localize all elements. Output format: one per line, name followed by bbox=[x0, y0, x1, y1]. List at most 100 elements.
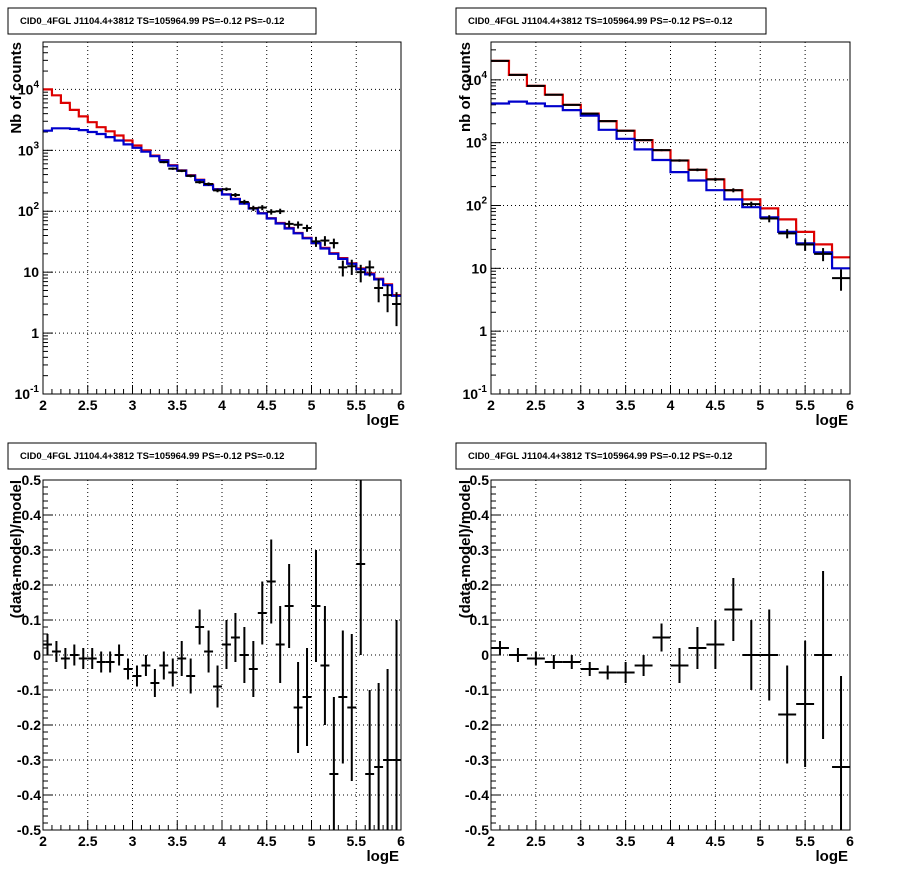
data-point bbox=[796, 641, 815, 767]
data-point bbox=[284, 564, 294, 648]
x-tick-label: 4.5 bbox=[706, 833, 726, 849]
plot-background bbox=[43, 480, 401, 830]
chart-title: CID0_4FGL J1104.4+3812 TS=105964.99 PS=-… bbox=[20, 16, 284, 27]
x-tick-label: 3.5 bbox=[616, 397, 636, 413]
data-point bbox=[311, 550, 321, 662]
plot-area: 2 2.5 3 3.5 4 4.5 5 5.5 6 10-1 1 10 102 103 104 logE nb … bbox=[457, 41, 854, 429]
data-point bbox=[248, 641, 258, 697]
model-source-line bbox=[43, 127, 401, 297]
data-point bbox=[204, 630, 214, 673]
x-tick-label: 4 bbox=[218, 397, 226, 413]
data-point bbox=[105, 651, 115, 673]
data-point bbox=[43, 634, 52, 655]
y-tick-label: 102 bbox=[18, 201, 40, 219]
data-point bbox=[526, 651, 545, 666]
data-point bbox=[132, 665, 142, 687]
data-point bbox=[186, 658, 196, 694]
data-point bbox=[760, 609, 779, 701]
y-tick-label: 0 bbox=[33, 647, 41, 663]
x-tick-label: 4.5 bbox=[257, 397, 277, 413]
title-box bbox=[7, 442, 317, 470]
data-point bbox=[356, 264, 366, 283]
panel-top-left: CID0_4FGL J1104.4+3812 TS=105964.99 PS=-… bbox=[7, 7, 405, 429]
x-tick-label: 4 bbox=[667, 833, 675, 849]
x-axis-label: logE bbox=[367, 412, 400, 429]
data-point bbox=[616, 129, 635, 132]
data-point bbox=[329, 238, 339, 249]
y-tick-label: 10-1 bbox=[15, 384, 40, 402]
data-point bbox=[562, 655, 581, 669]
data-point bbox=[204, 182, 214, 186]
x-tick-label: 2 bbox=[39, 833, 47, 849]
data-point bbox=[814, 571, 833, 739]
y-tick-label: 10 bbox=[471, 260, 487, 276]
data-point bbox=[257, 205, 267, 211]
y-tick-label: -0.4 bbox=[17, 787, 41, 803]
data-point bbox=[159, 161, 169, 164]
x-tick-label: 2 bbox=[487, 397, 495, 413]
data-point bbox=[195, 609, 205, 645]
data-point bbox=[338, 260, 348, 277]
data-point bbox=[670, 648, 689, 683]
x-tick-label: 4.5 bbox=[706, 397, 726, 413]
data-point bbox=[213, 665, 222, 708]
y-tick-label: 103 bbox=[466, 133, 488, 151]
plot-background bbox=[491, 480, 850, 830]
data-point bbox=[222, 620, 231, 669]
data-point bbox=[177, 169, 187, 173]
plot-frame bbox=[42, 41, 402, 395]
y-axis-label: Nb of counts bbox=[8, 42, 25, 134]
data-point bbox=[248, 205, 258, 211]
y-tick-label: -0.1 bbox=[17, 682, 41, 698]
x-tick-label: 2.5 bbox=[526, 833, 546, 849]
data-point bbox=[338, 630, 348, 764]
data-point bbox=[652, 623, 671, 652]
data-point bbox=[365, 690, 375, 830]
data-point bbox=[275, 208, 285, 215]
data-point bbox=[87, 648, 97, 669]
data-point bbox=[222, 187, 231, 191]
x-tick-label: 3 bbox=[577, 397, 585, 413]
data-point bbox=[580, 112, 599, 115]
data-point bbox=[284, 220, 294, 228]
data-point bbox=[293, 662, 303, 753]
y-tick-label: 0.5 bbox=[470, 472, 490, 488]
y-tick-label: -0.5 bbox=[465, 822, 489, 838]
x-tick-label: 4 bbox=[667, 397, 675, 413]
data-point bbox=[383, 284, 393, 313]
data-point bbox=[78, 648, 88, 669]
data-point bbox=[544, 655, 563, 669]
x-tick-label: 5 bbox=[756, 397, 764, 413]
y-axis-label: (data-model)/model bbox=[8, 480, 25, 618]
data-point bbox=[266, 539, 276, 624]
data-point bbox=[760, 215, 779, 223]
x-tick-label: 5.5 bbox=[347, 397, 367, 413]
data-point bbox=[69, 644, 79, 666]
y-tick-label: 0.2 bbox=[22, 577, 42, 593]
y-tick-label: -0.3 bbox=[17, 752, 41, 768]
y-tick-label: 103 bbox=[18, 140, 40, 158]
data-point bbox=[168, 658, 178, 687]
data-point bbox=[796, 239, 815, 251]
data-point bbox=[508, 648, 527, 662]
data-point bbox=[60, 648, 70, 669]
x-tick-label: 5 bbox=[308, 397, 316, 413]
data-point bbox=[347, 259, 357, 275]
x-tick-label: 3.5 bbox=[168, 833, 188, 849]
data-point bbox=[311, 236, 321, 247]
panel-top-right: CID0_4FGL J1104.4+3812 TS=105964.99 PS=-… bbox=[455, 7, 854, 429]
data-point bbox=[230, 613, 240, 662]
data-point bbox=[293, 221, 303, 229]
x-tick-label: 6 bbox=[397, 397, 405, 413]
y-tick-label: 0.1 bbox=[470, 612, 490, 628]
y-tick-label: 102 bbox=[466, 195, 488, 213]
data-point bbox=[688, 627, 707, 669]
y-tick-label: 10 bbox=[23, 264, 39, 280]
x-tick-label: 6 bbox=[397, 833, 405, 849]
y-tick-label: 104 bbox=[466, 70, 488, 88]
title-box bbox=[455, 442, 767, 470]
y-tick-label: -0.4 bbox=[465, 787, 489, 803]
data-point bbox=[213, 188, 222, 193]
x-tick-label: 5 bbox=[308, 833, 316, 849]
y-tick-label: 0.3 bbox=[22, 542, 42, 558]
